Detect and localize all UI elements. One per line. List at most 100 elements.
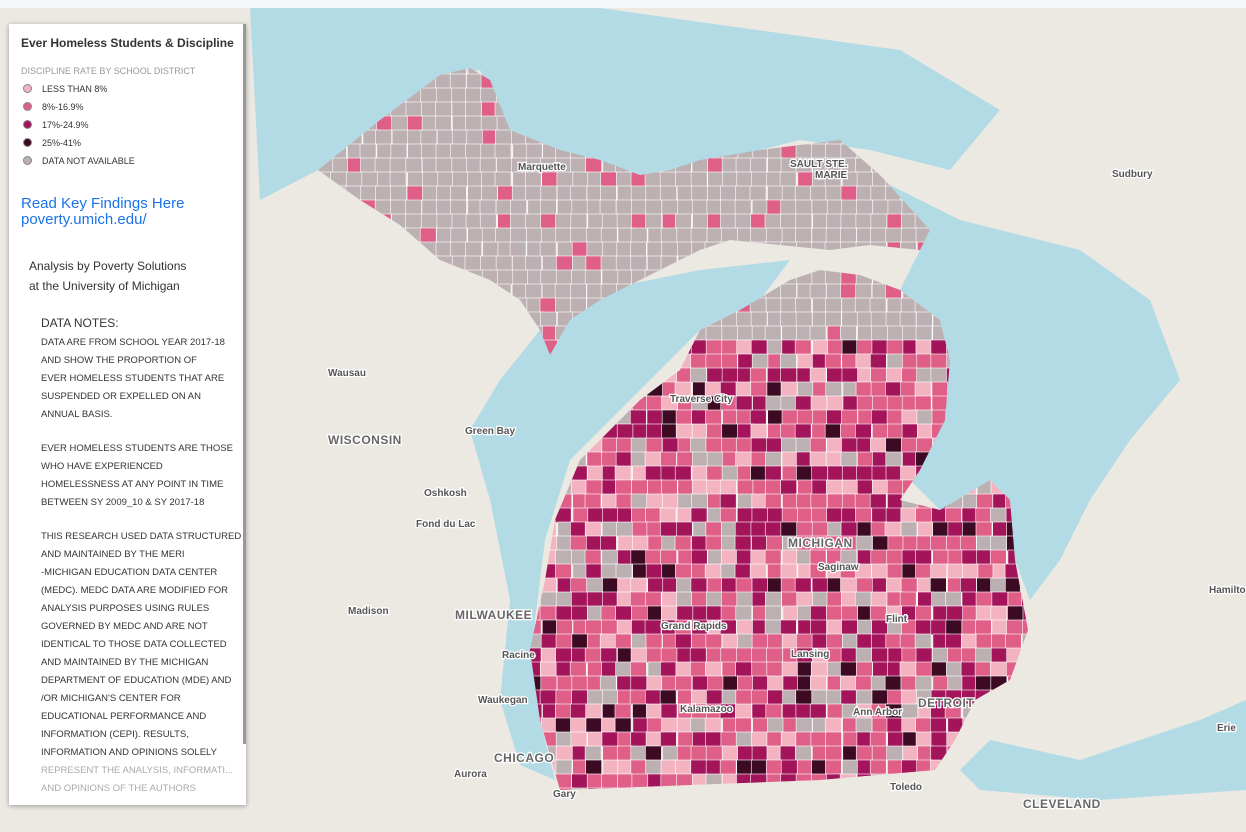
district[interactable] [602,759,620,776]
district[interactable] [975,521,993,538]
district[interactable] [614,703,632,720]
district[interactable] [839,255,857,272]
district[interactable] [705,325,723,342]
district[interactable] [465,493,482,510]
district[interactable] [691,465,709,482]
district[interactable] [840,661,857,678]
district[interactable] [810,395,828,412]
district[interactable] [841,787,858,803]
district[interactable] [615,199,633,216]
district[interactable] [947,563,964,580]
district[interactable] [764,213,782,230]
district[interactable] [690,353,707,370]
district[interactable] [318,675,335,692]
district[interactable] [346,199,363,216]
district[interactable] [795,437,813,454]
district[interactable] [436,129,454,146]
district[interactable] [750,157,767,174]
district[interactable] [840,227,857,244]
district[interactable] [407,283,425,300]
district[interactable] [871,717,889,734]
district[interactable] [421,563,439,580]
district[interactable] [315,591,332,608]
district[interactable] [346,269,363,286]
district[interactable] [359,717,377,734]
district[interactable] [315,255,332,272]
district[interactable] [435,143,453,160]
district[interactable] [361,493,379,510]
district[interactable] [345,283,363,300]
district[interactable] [391,535,409,552]
district[interactable] [735,451,753,468]
district[interactable] [915,563,932,580]
district[interactable] [302,395,319,412]
district[interactable] [421,661,438,678]
district[interactable] [856,633,874,650]
district[interactable] [1004,171,1022,188]
district[interactable] [676,773,693,790]
district[interactable] [302,479,319,496]
district[interactable] [645,731,663,748]
district[interactable] [405,535,422,552]
district[interactable] [585,157,602,174]
district[interactable] [602,241,620,258]
district[interactable] [900,507,918,524]
district[interactable] [810,661,828,678]
district[interactable] [614,717,632,734]
district[interactable] [976,171,993,188]
district[interactable] [975,675,992,692]
district[interactable] [347,311,365,328]
district[interactable] [405,675,422,692]
district[interactable] [318,381,334,398]
district[interactable] [661,199,679,216]
district[interactable] [797,479,815,496]
district[interactable] [841,339,859,356]
district[interactable] [706,227,724,244]
district[interactable] [855,213,873,230]
district[interactable] [570,213,588,230]
district[interactable] [705,521,723,538]
district[interactable] [946,60,964,76]
district[interactable] [346,787,363,803]
district[interactable] [975,157,992,174]
district[interactable] [482,787,499,803]
district[interactable] [706,451,724,468]
district[interactable] [555,689,573,706]
district[interactable] [871,157,889,174]
district[interactable] [302,409,319,426]
district[interactable] [480,647,497,664]
district[interactable] [464,325,482,342]
district[interactable] [811,773,828,790]
district[interactable] [332,703,349,720]
district[interactable] [840,283,857,300]
district[interactable] [630,731,648,748]
district[interactable] [301,690,317,705]
district[interactable] [570,465,588,482]
district[interactable] [359,227,377,244]
district[interactable] [359,325,377,342]
district[interactable] [944,787,962,803]
district[interactable] [631,199,648,216]
district[interactable] [872,255,889,272]
district[interactable] [810,675,827,692]
district[interactable] [406,703,424,720]
district[interactable] [374,745,392,762]
district[interactable] [960,787,978,803]
district[interactable] [930,353,948,370]
district[interactable] [570,521,587,538]
district[interactable] [736,507,754,524]
district[interactable] [887,731,904,748]
district[interactable] [780,213,797,230]
district[interactable] [826,507,843,524]
district[interactable] [569,661,587,678]
district[interactable] [827,465,845,482]
district[interactable] [332,661,349,678]
district[interactable] [842,395,860,412]
district[interactable] [330,787,347,803]
district[interactable] [947,647,964,664]
district[interactable] [451,577,469,594]
district[interactable] [332,353,350,370]
district[interactable] [706,689,723,706]
district[interactable] [570,717,587,734]
district[interactable] [376,465,394,482]
